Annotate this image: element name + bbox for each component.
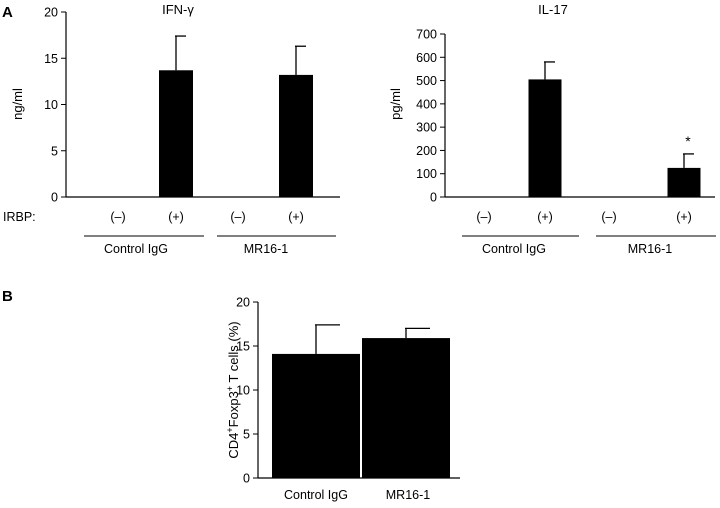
ifn-category-label: (–): [110, 210, 125, 224]
il17-group-label: Control IgG: [482, 242, 546, 256]
il17-significance-star: *: [685, 133, 691, 149]
ifn-group-label: Control IgG: [104, 242, 168, 256]
ifn-group-label: MR16-1: [244, 242, 289, 256]
ifn-title: IFN-γ: [162, 2, 194, 17]
ifn-y-tick-label: 20: [44, 6, 58, 20]
il17-y-tick-label: 500: [416, 74, 437, 88]
il17-group-label: MR16-1: [628, 242, 673, 256]
il17-category-label: (+): [676, 210, 692, 224]
ifn-bar: [159, 70, 193, 197]
foxp3-bar: [272, 353, 360, 478]
panel-a-label: A: [2, 4, 13, 21]
il17-y-axis-label: pg/ml: [388, 88, 403, 120]
il17-y-tick-label: 300: [416, 121, 437, 135]
il17-bar: [667, 167, 701, 197]
ifn-y-tick-label: 0: [51, 191, 58, 205]
panel-b-label: B: [2, 288, 13, 305]
ifn-y-tick-label: 15: [44, 52, 58, 66]
ifn-category-label: (+): [288, 210, 304, 224]
il17-y-tick-label: 700: [416, 28, 437, 42]
foxp3-bar: [362, 338, 450, 478]
foxp3-ylabel-foxp3: Foxp3: [226, 391, 241, 427]
il17-y-tick-label: 100: [416, 167, 437, 181]
foxp3-y-tick-label: 0: [243, 472, 250, 486]
foxp3-y-tick-label: 10: [236, 384, 250, 398]
il17-y-tick-label: 400: [416, 97, 437, 111]
il17-y-tick-label: 0: [430, 191, 437, 205]
il17-category-label: (+): [537, 210, 553, 224]
ifn-category-label: (+): [168, 210, 184, 224]
il17-y-tick-label: 600: [416, 51, 437, 65]
il17-bar: [528, 79, 562, 197]
ifn-y-tick-label: 5: [51, 144, 58, 158]
chart-layer: 0 5 10 15 20 (–) (+) (–) (+) Control IgG MR16-1 0 10…: [44, 6, 716, 502]
foxp3-ylabel-cd4: CD4: [226, 433, 241, 459]
il17-title: IL-17: [538, 2, 568, 17]
foxp3-ylabel-tail: T cells (%): [226, 321, 241, 386]
il17-category-label: (–): [476, 210, 491, 224]
irbp-row-label: IRBP:: [3, 210, 36, 224]
foxp3-y-tick-label: 5: [243, 428, 250, 442]
foxp3-category-label: MR16-1: [386, 488, 431, 502]
foxp3-category-label: Control IgG: [284, 488, 348, 502]
foxp3-y-axis-label: CD4+Foxp3+ T cells (%): [225, 321, 241, 458]
ifn-category-label: (–): [230, 210, 245, 224]
ifn-y-axis-label: ng/ml: [10, 88, 25, 120]
ifn-bar: [279, 74, 313, 197]
foxp3-ylabel-sup2: +: [225, 386, 235, 391]
foxp3-ylabel-sup1: +: [225, 427, 235, 432]
foxp3-y-tick-label: 15: [236, 340, 250, 354]
il17-y-tick-label: 200: [416, 144, 437, 158]
ifn-y-tick-label: 10: [44, 98, 58, 112]
il17-category-label: (–): [601, 210, 616, 224]
foxp3-y-tick-label: 20: [236, 296, 250, 310]
